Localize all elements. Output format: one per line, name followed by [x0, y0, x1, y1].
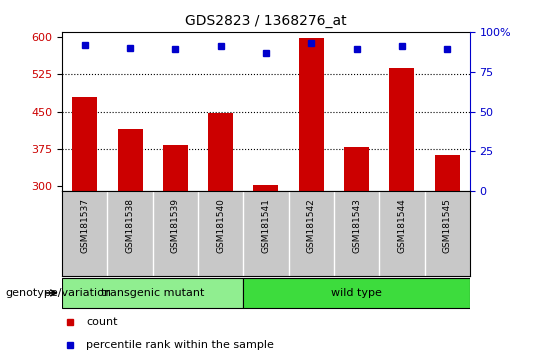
- Text: GSM181544: GSM181544: [397, 198, 406, 253]
- Bar: [62, 278, 244, 308]
- Text: GSM181542: GSM181542: [307, 198, 316, 253]
- Bar: [299, 38, 323, 191]
- Bar: [244, 278, 470, 308]
- Text: transgenic mutant: transgenic mutant: [101, 288, 204, 298]
- Bar: [208, 113, 233, 191]
- Bar: [344, 147, 369, 191]
- Bar: [389, 68, 414, 191]
- Text: percentile rank within the sample: percentile rank within the sample: [86, 340, 274, 350]
- Text: GSM181543: GSM181543: [352, 198, 361, 253]
- Bar: [118, 129, 143, 191]
- Text: wild type: wild type: [331, 288, 382, 298]
- Text: GSM181541: GSM181541: [261, 198, 271, 253]
- Bar: [253, 185, 279, 191]
- Bar: [72, 97, 97, 191]
- Text: GSM181537: GSM181537: [80, 198, 89, 253]
- Text: genotype/variation: genotype/variation: [5, 288, 111, 298]
- Text: GSM181538: GSM181538: [126, 198, 134, 253]
- Text: GSM181545: GSM181545: [443, 198, 451, 253]
- Text: GSM181540: GSM181540: [216, 198, 225, 253]
- Title: GDS2823 / 1368276_at: GDS2823 / 1368276_at: [185, 14, 347, 28]
- Bar: [435, 155, 460, 191]
- Text: GSM181539: GSM181539: [171, 198, 180, 253]
- Bar: [163, 145, 188, 191]
- Text: count: count: [86, 317, 118, 327]
